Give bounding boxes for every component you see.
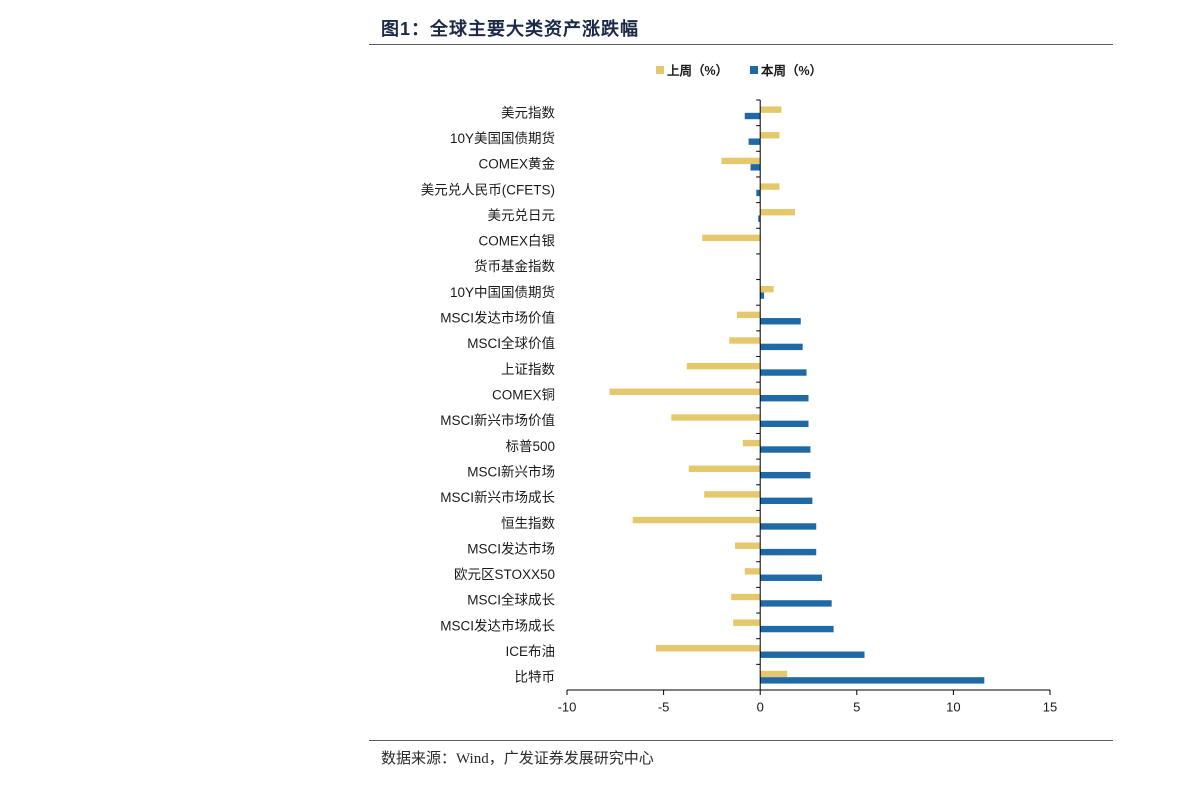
bar-last-week-20	[733, 619, 761, 626]
bar-this-week-14	[760, 471, 811, 479]
bar-this-week-15	[760, 497, 813, 505]
category-label-9: MSCI全球价值	[467, 335, 555, 351]
bar-last-week-22	[760, 670, 788, 678]
bar-last-week-1	[760, 132, 780, 139]
bar-last-week-18	[744, 568, 761, 575]
figure-title: 图1：全球主要大类资产涨跌幅	[381, 19, 640, 39]
bar-this-week-4	[758, 215, 761, 222]
bar-this-week-8	[760, 318, 801, 325]
bar-this-week-9	[760, 343, 803, 351]
bar-this-week-2	[750, 164, 761, 171]
category-label-10: 上证指数	[501, 362, 555, 377]
bar-last-week-19	[731, 593, 761, 601]
category-label-22: 比特币	[515, 670, 556, 685]
bar-last-week-13	[742, 439, 761, 447]
bar-last-week-8	[737, 311, 761, 319]
bar-last-week-9	[729, 337, 761, 344]
bar-this-week-7	[760, 292, 765, 299]
category-label-19: MSCI全球成长	[467, 592, 555, 608]
bar-this-week-0	[744, 112, 761, 120]
x-tick-label-4: 10	[946, 700, 960, 715]
legend-swatch-this-week	[750, 66, 758, 74]
bar-this-week-11	[760, 395, 809, 402]
legend-label-this-week: 本周（%）	[761, 63, 822, 78]
category-label-1: 10Y美国国债期货	[450, 130, 555, 146]
bar-last-week-21	[655, 645, 761, 652]
bar-last-week-5	[702, 234, 761, 242]
category-label-3: 美元兑人民币(CFETS)	[421, 182, 555, 197]
x-tick-label-2: 0	[757, 700, 764, 715]
category-label-20: MSCI发达市场成长	[440, 617, 555, 633]
legend-swatch-last-week	[656, 66, 664, 74]
bar-this-week-20	[760, 625, 834, 633]
bar-last-week-15	[704, 491, 761, 498]
category-label-13: 标普500	[505, 439, 555, 454]
legend-label-last-week: 上周（%）	[667, 63, 728, 78]
x-tick-label-5: 15	[1043, 700, 1057, 715]
category-label-14: MSCI新兴市场	[467, 463, 555, 479]
bar-this-week-19	[760, 600, 832, 607]
legend: 上周（%） 本周（%）	[656, 63, 822, 78]
category-label-21: ICE布油	[505, 644, 555, 659]
bar-this-week-3	[756, 189, 761, 197]
bar-last-week-3	[760, 183, 780, 190]
bar-this-week-13	[760, 446, 811, 453]
bar-this-week-21	[760, 651, 865, 658]
bar-this-week-22	[760, 677, 985, 684]
x-tick-label-1: -5	[658, 700, 670, 715]
category-label-2: COMEX黄金	[478, 157, 555, 172]
bar-last-week-11	[609, 388, 761, 395]
category-label-16: 恒生指数	[501, 516, 555, 531]
category-label-11: COMEX铜	[492, 388, 555, 403]
bar-last-week-4	[760, 209, 795, 216]
bar-last-week-7	[760, 285, 774, 293]
title-divider	[369, 44, 1113, 45]
bar-this-week-1	[748, 138, 761, 145]
bar-last-week-0	[760, 106, 782, 113]
category-label-5: COMEX白银	[478, 234, 555, 249]
category-label-17: MSCI发达市场	[467, 540, 555, 556]
bar-last-week-17	[735, 542, 761, 549]
bar-last-week-2	[721, 157, 761, 165]
category-label-0: 美元指数	[501, 105, 555, 120]
bar-last-week-12	[671, 414, 761, 421]
bar-last-week-16	[632, 516, 761, 524]
category-label-12: MSCI新兴市场价值	[440, 412, 555, 428]
x-tick-label-0: -10	[558, 700, 577, 715]
bar-last-week-14	[688, 465, 761, 472]
bar-last-week-10	[686, 362, 761, 370]
category-label-8: MSCI发达市场价值	[440, 310, 555, 326]
bar-this-week-10	[760, 369, 807, 376]
bars-layer	[609, 106, 985, 684]
category-label-18: 欧元区STOXX50	[454, 567, 555, 582]
bar-this-week-12	[760, 420, 809, 428]
source-divider	[369, 740, 1113, 741]
category-label-15: MSCI新兴市场成长	[440, 489, 555, 505]
category-label-7: 10Y中国国债期货	[450, 284, 555, 300]
bar-this-week-17	[760, 548, 817, 556]
source-note: 数据来源：Wind，广发证券发展研究中心	[381, 751, 654, 767]
category-label-4: 美元兑日元	[488, 208, 556, 223]
category-label-6: 货币基金指数	[474, 258, 555, 274]
bar-this-week-18	[760, 574, 823, 581]
axes: -10 -5 0 5 10 15	[558, 99, 1057, 715]
bar-this-week-16	[760, 523, 817, 530]
x-tick-label-3: 5	[853, 700, 860, 715]
